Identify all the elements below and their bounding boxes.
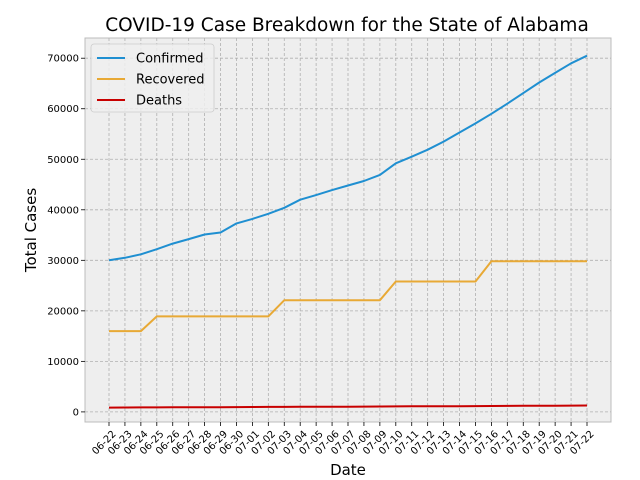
legend-label-deaths: Deaths xyxy=(136,94,182,109)
y-axis-label: Total Cases xyxy=(22,188,40,274)
y-axis-ticks: 0 10000 20000 30000 40000 50000 60000 70000 xyxy=(47,54,85,418)
y-tick-label: 70000 xyxy=(47,54,79,65)
x-axis-ticks: 06-2206-2306-2406-2506-2606-2706-2806-29… xyxy=(90,422,597,457)
x-axis-label: Date xyxy=(330,461,366,479)
chart-title: COVID-19 Case Breakdown for the State of… xyxy=(105,15,589,36)
y-tick-label: 60000 xyxy=(47,104,79,115)
y-tick-label: 20000 xyxy=(47,306,79,317)
legend: Confirmed Recovered Deaths xyxy=(90,43,215,113)
y-tick-label: 10000 xyxy=(47,357,79,368)
y-tick-label: 50000 xyxy=(47,155,79,166)
grid-lines xyxy=(85,38,611,422)
legend-label-recovered: Recovered xyxy=(136,73,205,88)
y-tick-label: 40000 xyxy=(47,205,79,216)
y-tick-label: 0 xyxy=(73,407,79,418)
y-tick-label: 30000 xyxy=(47,256,79,267)
series-lines xyxy=(108,54,588,409)
series-line-confirmed xyxy=(108,54,588,262)
legend-box xyxy=(90,43,215,113)
legend-label-confirmed: Confirmed xyxy=(136,52,204,67)
series-line-deaths xyxy=(108,404,588,409)
series-line-recovered xyxy=(109,260,587,333)
